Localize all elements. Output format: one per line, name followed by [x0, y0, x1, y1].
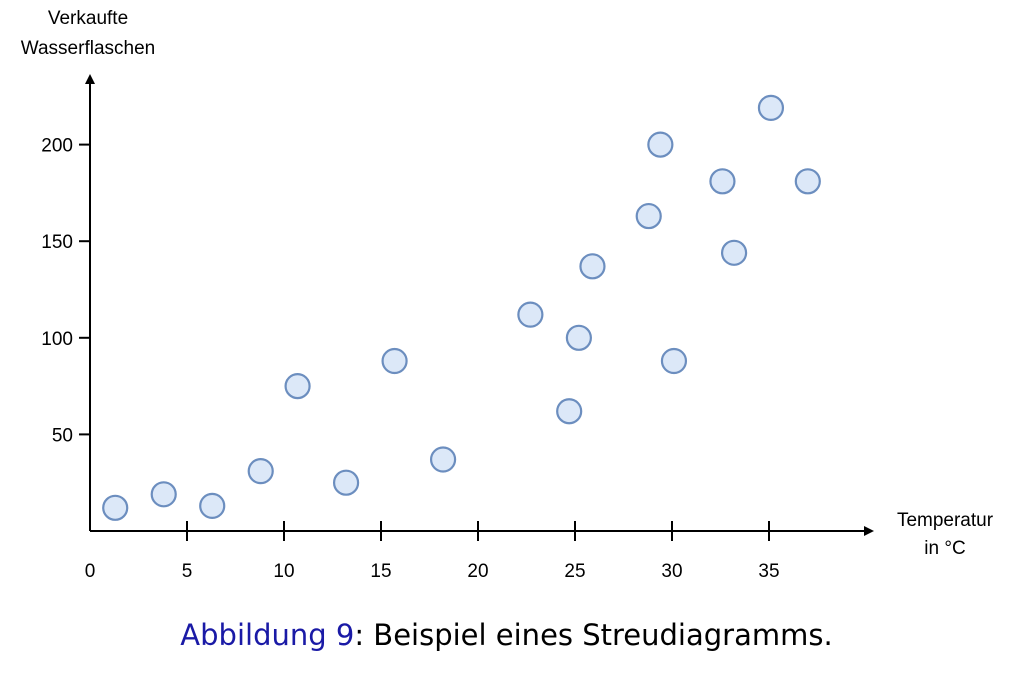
x-tick-label: 30 — [661, 561, 682, 582]
scatter-point — [647, 131, 674, 158]
x-tick-label: 5 — [182, 561, 193, 582]
y-tick-label: 150 — [41, 232, 73, 253]
scatter-point — [709, 168, 736, 195]
scatter-point — [720, 239, 748, 266]
x-tick-label: 15 — [370, 561, 391, 582]
scatter-point — [429, 446, 457, 473]
scatter-point — [247, 458, 274, 485]
scatter-point — [284, 373, 311, 400]
x-tick-label: 35 — [758, 561, 779, 582]
x-tick-label: 10 — [273, 561, 294, 582]
figure-caption: Abbildung 9: Beispiel eines Streudiagram… — [0, 618, 1013, 652]
scatter-point — [150, 481, 177, 508]
y-tick-label: 100 — [41, 329, 73, 350]
scatter-point — [757, 94, 785, 121]
scatter-chart: 0 5 10 15 20 25 30 35 50 100 150 200 Verkaufte Wasser… — [21, 8, 994, 582]
caption-text: : Beispiel eines Streudiagramms. — [354, 618, 833, 652]
scatter-point — [579, 253, 606, 280]
scatter-point — [794, 168, 821, 195]
x-tick-label: 20 — [467, 561, 488, 582]
x-axis-title: Temperatur — [897, 510, 994, 531]
x-axis-title: in °C — [924, 538, 965, 559]
scatter-point — [381, 347, 408, 375]
caption-label: Abbildung 9 — [180, 618, 355, 652]
scatter-point — [517, 301, 544, 328]
y-axis-title: Verkaufte — [48, 8, 128, 29]
x-tick-label: 25 — [564, 561, 585, 582]
scatter-point — [102, 494, 129, 521]
scatter-point — [635, 202, 662, 230]
scatter-point — [199, 492, 226, 519]
x-tick-label: 0 — [85, 561, 96, 582]
scatter-point — [332, 469, 360, 496]
scatter-point — [660, 347, 688, 375]
y-axis-title: Wasserflaschen — [21, 38, 155, 59]
scatter-point — [565, 324, 592, 351]
y-tick-label: 200 — [41, 136, 73, 157]
scatter-point — [556, 398, 583, 425]
y-tick-label: 50 — [52, 425, 73, 446]
